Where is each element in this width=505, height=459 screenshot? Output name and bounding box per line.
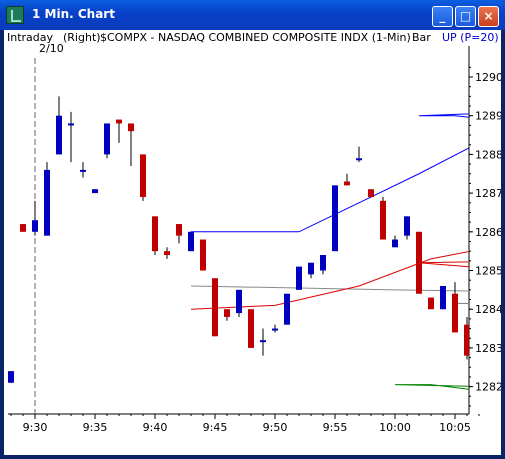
window-title: 1 Min. Chart bbox=[32, 7, 115, 21]
y-tick-label: 1290 bbox=[475, 71, 501, 84]
minimize-button[interactable]: _ bbox=[432, 6, 453, 27]
candle-up bbox=[320, 255, 326, 271]
mode-label: Intraday bbox=[7, 31, 54, 44]
minimize-icon: _ bbox=[439, 9, 446, 23]
candle-up bbox=[236, 289, 242, 314]
candle-down bbox=[152, 216, 158, 252]
candle-up bbox=[332, 185, 338, 252]
candle-down bbox=[20, 224, 26, 232]
date-marker: 2/10 bbox=[39, 42, 64, 55]
candle-up bbox=[44, 169, 50, 236]
chart-area[interactable]: Intraday (Right) $COMPX - NASDAQ COMBINE… bbox=[4, 30, 501, 455]
candle-up bbox=[392, 239, 398, 248]
y-tick-label: 1284 bbox=[475, 303, 501, 316]
y-tick-label: 1283 bbox=[475, 342, 501, 355]
candle-up bbox=[188, 231, 194, 252]
candle-down bbox=[176, 224, 182, 236]
middle-band-line bbox=[190, 251, 469, 310]
candle-up bbox=[356, 158, 362, 161]
chart-app-icon[interactable] bbox=[6, 6, 24, 24]
title-bar[interactable]: 1 Min. Chart _ □ × bbox=[0, 0, 505, 30]
candle-up bbox=[68, 123, 74, 126]
candle-up bbox=[272, 328, 278, 331]
x-tick-label: 10:05 bbox=[439, 421, 471, 434]
y-tick-label: 1285 bbox=[475, 265, 501, 278]
x-tick-label: 9:30 bbox=[23, 421, 48, 434]
candle-up bbox=[80, 169, 86, 172]
candle-down bbox=[140, 154, 146, 197]
candle-up bbox=[284, 293, 290, 325]
x-tick-label: 9:40 bbox=[143, 421, 168, 434]
x-tick-label: 9:55 bbox=[323, 421, 348, 434]
candle-up bbox=[404, 216, 410, 236]
candle-down bbox=[428, 297, 434, 310]
candle-down bbox=[128, 123, 134, 132]
upper-band-line bbox=[191, 113, 469, 233]
candle-up bbox=[92, 189, 98, 194]
candle-down bbox=[116, 119, 122, 124]
y-tick-label: 1288 bbox=[475, 148, 501, 161]
maximize-button[interactable]: □ bbox=[455, 6, 476, 27]
candle-down bbox=[164, 251, 170, 256]
close-icon: × bbox=[483, 9, 494, 23]
candle-up bbox=[296, 266, 302, 290]
close-button[interactable]: × bbox=[478, 6, 499, 27]
candle-down bbox=[464, 324, 469, 356]
price-chart[interactable]: 1290 1289 1288 1287 1286 1285 1284 1283 1282 9:30… bbox=[4, 30, 501, 455]
candle-down bbox=[416, 231, 422, 294]
candle-down bbox=[212, 278, 218, 337]
moving-average-line bbox=[190, 285, 469, 305]
candle-up bbox=[8, 371, 14, 383]
indicator-label: UP (P=20) bbox=[442, 31, 499, 44]
candle-up bbox=[308, 262, 314, 275]
symbol-label: $COMPX - NASDAQ COMBINED COMPOSITE INDX … bbox=[100, 31, 411, 44]
candle-up bbox=[260, 340, 266, 343]
y-tick-label: 1289 bbox=[475, 110, 501, 123]
chart-header: Intraday (Right) $COMPX - NASDAQ COMBINE… bbox=[4, 30, 501, 45]
candle-up bbox=[440, 285, 446, 310]
x-tick-label: 9:45 bbox=[203, 421, 228, 434]
candle-up bbox=[32, 220, 38, 232]
x-tick-label: 9:35 bbox=[83, 421, 108, 434]
plot-series bbox=[8, 96, 469, 390]
y-tick-label: 1287 bbox=[475, 187, 501, 200]
candle-down bbox=[224, 309, 230, 317]
candle-down bbox=[380, 200, 386, 240]
candle-down bbox=[200, 239, 206, 271]
x-tick-label: 10:00 bbox=[379, 421, 411, 434]
candle-down bbox=[248, 309, 254, 348]
candle-down bbox=[344, 181, 350, 186]
maximize-icon: □ bbox=[459, 9, 472, 23]
candle-up bbox=[56, 115, 62, 155]
candle-up bbox=[104, 123, 110, 155]
y-tick-label: 1286 bbox=[475, 226, 501, 239]
candle-down bbox=[452, 293, 458, 333]
lower-band-line bbox=[394, 384, 469, 390]
candle-down bbox=[368, 189, 374, 197]
y-tick-label: 1282 bbox=[475, 381, 501, 394]
chart-style-label: Bar bbox=[412, 31, 431, 44]
x-tick-label: 9:50 bbox=[263, 421, 288, 434]
side-label: (Right) bbox=[63, 31, 101, 44]
